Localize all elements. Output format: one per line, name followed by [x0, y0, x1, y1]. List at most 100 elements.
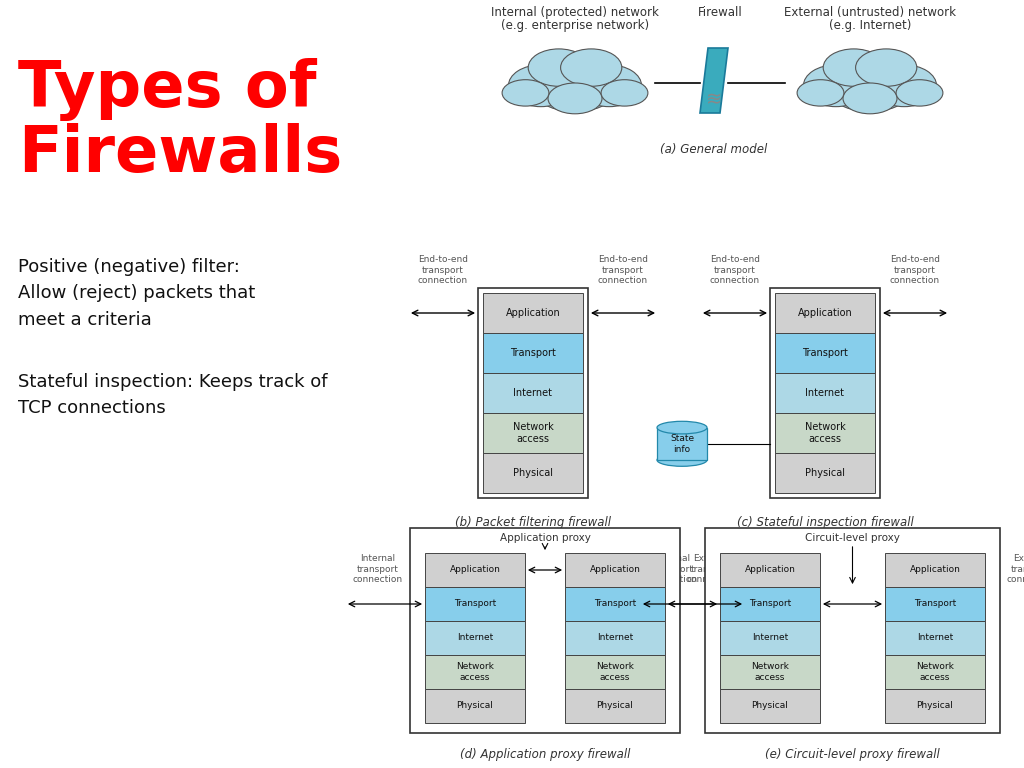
FancyBboxPatch shape — [775, 413, 874, 453]
FancyBboxPatch shape — [885, 553, 985, 587]
Ellipse shape — [823, 55, 916, 111]
Text: (b) Packet filtering firewall: (b) Packet filtering firewall — [455, 516, 611, 529]
Text: Positive (negative) filter:
Allow (reject) packets that
meet a criteria: Positive (negative) filter: Allow (rejec… — [18, 258, 255, 329]
Text: Physical: Physical — [805, 468, 845, 478]
FancyBboxPatch shape — [410, 528, 680, 733]
FancyBboxPatch shape — [425, 655, 525, 689]
FancyBboxPatch shape — [425, 689, 525, 723]
FancyBboxPatch shape — [483, 413, 583, 453]
FancyBboxPatch shape — [720, 587, 820, 621]
Text: Types of: Types of — [18, 58, 316, 121]
FancyBboxPatch shape — [657, 428, 707, 460]
Text: Firewall: Firewall — [697, 6, 742, 19]
Ellipse shape — [896, 80, 943, 106]
FancyBboxPatch shape — [478, 288, 588, 498]
FancyBboxPatch shape — [483, 453, 583, 493]
Ellipse shape — [560, 49, 622, 86]
FancyBboxPatch shape — [565, 587, 665, 621]
Text: End-to-end
transport
connection: End-to-end transport connection — [710, 255, 760, 285]
Text: Transport: Transport — [802, 348, 848, 358]
Text: Circuit-level proxy: Circuit-level proxy — [805, 533, 900, 543]
Text: Physical: Physical — [752, 701, 788, 710]
Text: End-to-end
transport
connection: End-to-end transport connection — [598, 255, 648, 285]
FancyBboxPatch shape — [425, 621, 525, 655]
Text: Transport: Transport — [454, 600, 496, 608]
Text: Physical: Physical — [457, 701, 494, 710]
FancyBboxPatch shape — [425, 587, 525, 621]
Text: Transport: Transport — [594, 600, 636, 608]
Text: Physical: Physical — [513, 468, 553, 478]
FancyBboxPatch shape — [775, 453, 874, 493]
Text: Network
access: Network access — [596, 662, 634, 682]
Ellipse shape — [856, 49, 916, 86]
Ellipse shape — [804, 65, 868, 107]
Ellipse shape — [797, 80, 844, 106]
FancyBboxPatch shape — [705, 528, 1000, 733]
Ellipse shape — [823, 49, 885, 86]
Ellipse shape — [528, 55, 622, 111]
Text: State
info: State info — [670, 434, 694, 453]
Text: Internal (protected) network: Internal (protected) network — [492, 6, 658, 19]
Text: ≋: ≋ — [706, 91, 722, 110]
Ellipse shape — [601, 80, 648, 106]
Text: Transport: Transport — [749, 600, 792, 608]
Ellipse shape — [508, 65, 573, 107]
FancyBboxPatch shape — [565, 553, 665, 587]
Text: Network
access: Network access — [751, 662, 788, 682]
Text: Firewalls: Firewalls — [18, 123, 342, 185]
Text: Application: Application — [744, 565, 796, 574]
Ellipse shape — [657, 454, 707, 466]
Text: Application: Application — [590, 565, 640, 574]
Text: Internet: Internet — [752, 634, 788, 643]
Text: Network
access: Network access — [513, 422, 553, 444]
FancyBboxPatch shape — [425, 553, 525, 587]
Text: External
transport
connection: External transport connection — [1007, 554, 1024, 584]
Text: Application: Application — [798, 308, 852, 318]
Ellipse shape — [657, 422, 707, 434]
Text: Internet: Internet — [457, 634, 494, 643]
Text: (e.g. Internet): (e.g. Internet) — [828, 19, 911, 32]
Text: Internal
transport
connection: Internal transport connection — [353, 554, 403, 584]
Text: External
transport
connection: External transport connection — [687, 554, 737, 584]
Text: Network
access: Network access — [805, 422, 846, 444]
Text: Application: Application — [506, 308, 560, 318]
Text: Physical: Physical — [916, 701, 953, 710]
Ellipse shape — [502, 80, 549, 106]
Ellipse shape — [843, 83, 897, 114]
FancyBboxPatch shape — [565, 655, 665, 689]
Ellipse shape — [548, 83, 602, 114]
Text: End-to-end
transport
connection: End-to-end transport connection — [418, 255, 468, 285]
FancyBboxPatch shape — [483, 373, 583, 413]
Text: (e) Circuit-level proxy firewall: (e) Circuit-level proxy firewall — [765, 748, 940, 761]
Text: Network
access: Network access — [456, 662, 494, 682]
Text: Physical: Physical — [597, 701, 634, 710]
FancyBboxPatch shape — [565, 621, 665, 655]
FancyBboxPatch shape — [885, 689, 985, 723]
Text: Internet: Internet — [916, 634, 953, 643]
FancyBboxPatch shape — [770, 288, 880, 498]
Text: (e.g. enterprise network): (e.g. enterprise network) — [501, 19, 649, 32]
Text: External (untrusted) network: External (untrusted) network — [784, 6, 956, 19]
Polygon shape — [700, 48, 728, 113]
Text: (d) Application proxy firewall: (d) Application proxy firewall — [460, 748, 630, 761]
FancyBboxPatch shape — [885, 587, 985, 621]
Text: Transport: Transport — [510, 348, 556, 358]
Text: Application: Application — [909, 565, 961, 574]
FancyBboxPatch shape — [775, 333, 874, 373]
Text: Application proxy: Application proxy — [500, 533, 591, 543]
FancyBboxPatch shape — [885, 621, 985, 655]
FancyBboxPatch shape — [483, 293, 583, 333]
Text: Stateful inspection: Keeps track of
TCP connections: Stateful inspection: Keeps track of TCP … — [18, 373, 328, 417]
FancyBboxPatch shape — [885, 655, 985, 689]
FancyBboxPatch shape — [565, 689, 665, 723]
Text: End-to-end
transport
connection: End-to-end transport connection — [890, 255, 940, 285]
Text: Internal
transport
connection: Internal transport connection — [648, 554, 698, 584]
FancyBboxPatch shape — [775, 293, 874, 333]
Text: (c) Stateful inspection firewall: (c) Stateful inspection firewall — [736, 516, 913, 529]
Text: Network
access: Network access — [916, 662, 954, 682]
Ellipse shape — [871, 65, 937, 107]
Text: (a) General model: (a) General model — [660, 144, 768, 157]
FancyBboxPatch shape — [720, 655, 820, 689]
Text: Internet: Internet — [597, 634, 633, 643]
Ellipse shape — [577, 65, 642, 107]
